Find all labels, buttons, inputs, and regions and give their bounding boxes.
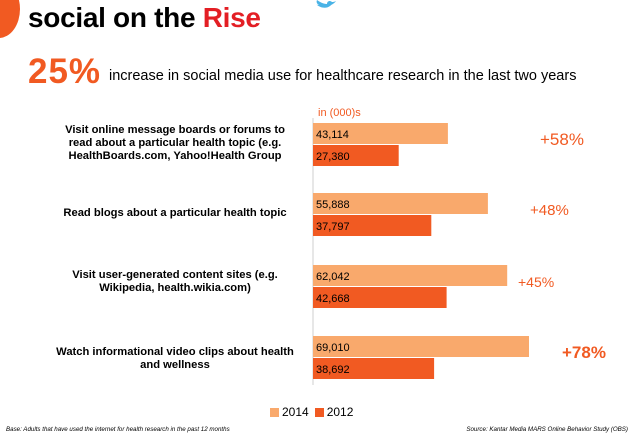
- bird-icon: [316, 0, 336, 8]
- bar-2014-3: [313, 265, 508, 286]
- title-prefix: social on the: [28, 2, 203, 33]
- chart-legend: 2014 2012: [270, 405, 359, 419]
- bar-2014-1: [313, 123, 448, 144]
- category-label-4: Watch informational video clips about he…: [56, 346, 294, 371]
- data-label-2014-2: 55,888: [316, 199, 350, 211]
- footer-source-note: Source: Kantar Media MARS Online Behavio…: [466, 426, 628, 433]
- legend-swatch-2012: [314, 407, 324, 417]
- bar-2014-2: [313, 193, 488, 214]
- legend-swatch-2014: [270, 407, 279, 417]
- data-label-2014-1: 43,114: [316, 129, 349, 141]
- page-title: social on the Rise: [28, 2, 261, 34]
- bar-2012-2: [313, 215, 432, 236]
- category-label-2: Read blogs about a particular health top…: [63, 207, 287, 219]
- data-label-2014-4: 69,010: [316, 342, 350, 354]
- bar-2012-1: [313, 145, 399, 166]
- data-label-2012-3: 42,668: [316, 293, 350, 305]
- title-emphasis: Rise: [202, 2, 261, 33]
- unit-label: in (000)s: [318, 107, 361, 119]
- bar-2012-3: [313, 287, 447, 308]
- data-label-2012-2: 37,797: [316, 221, 350, 233]
- legend-label-2014: 2014: [282, 405, 309, 419]
- stat-description: increase in social media use for healthc…: [109, 68, 577, 84]
- bar-2012-4: [313, 358, 435, 379]
- change-label-2: +48%: [530, 202, 569, 219]
- legend-item-2012: 2012: [314, 405, 354, 419]
- bar-2014-4: [313, 336, 529, 357]
- footer-base-note: Base: Adults that have used the internet…: [6, 426, 230, 433]
- data-label-2012-1: 27,380: [316, 151, 350, 163]
- stat-value: 25%: [28, 52, 102, 91]
- data-label-2012-4: 38,692: [316, 364, 350, 376]
- change-label-1: +58%: [540, 130, 584, 149]
- category-label-1: Visit online message boards or forums to…: [65, 124, 285, 162]
- legend-label-2012: 2012: [326, 405, 354, 419]
- category-label-3: Visit user-generated content sites (e.g.…: [72, 269, 278, 294]
- change-label-4: +78%: [562, 343, 606, 362]
- data-label-2014-3: 62,042: [316, 271, 350, 283]
- change-label-3: +45%: [518, 274, 554, 290]
- legend-item-2014: 2014: [270, 405, 309, 419]
